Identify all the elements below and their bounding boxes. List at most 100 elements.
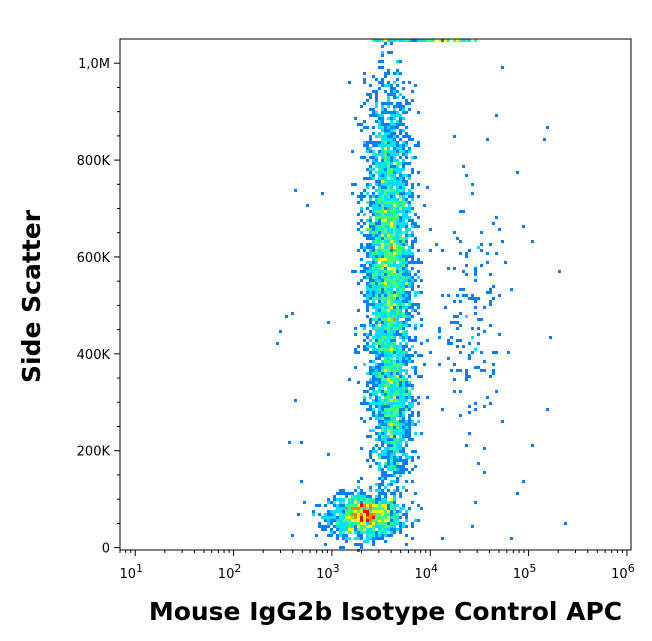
data-point [360, 207, 363, 210]
data-point [411, 480, 414, 483]
data-point [375, 357, 378, 360]
data-point [396, 384, 399, 387]
data-point [429, 228, 432, 231]
data-point [318, 522, 321, 525]
data-point [393, 159, 396, 162]
data-point [417, 402, 420, 405]
data-point [462, 39, 465, 42]
data-point [384, 132, 387, 135]
data-point [372, 381, 375, 384]
data-point [387, 483, 390, 486]
data-point [402, 363, 405, 366]
data-point [399, 273, 402, 276]
data-point [396, 297, 399, 300]
data-point [396, 486, 399, 489]
data-point [399, 264, 402, 267]
data-point [390, 465, 393, 468]
data-point [393, 273, 396, 276]
data-point [402, 153, 405, 156]
data-point [369, 408, 372, 411]
data-point [405, 135, 408, 138]
data-point [381, 372, 384, 375]
data-point [387, 327, 390, 330]
data-point [408, 306, 411, 309]
data-point [405, 183, 408, 186]
data-point [381, 417, 384, 420]
data-point [384, 516, 387, 519]
data-point [366, 246, 369, 249]
data-point [381, 519, 384, 522]
data-point [366, 255, 369, 258]
data-point [369, 201, 372, 204]
data-point [411, 276, 414, 279]
data-point [393, 39, 396, 42]
data-point [396, 141, 399, 144]
data-point [390, 84, 393, 87]
data-point [384, 264, 387, 267]
data-point [402, 87, 405, 90]
data-point [453, 390, 456, 393]
data-point [396, 183, 399, 186]
data-point [369, 516, 372, 519]
data-point [405, 273, 408, 276]
data-point [369, 450, 372, 453]
data-point [465, 174, 468, 177]
data-point [384, 393, 387, 396]
data-point [378, 234, 381, 237]
data-point [396, 192, 399, 195]
data-point [396, 279, 399, 282]
data-point [360, 258, 363, 261]
data-point [363, 141, 366, 144]
data-point [399, 381, 402, 384]
data-point [393, 267, 396, 270]
data-point [387, 447, 390, 450]
data-point [366, 282, 369, 285]
data-point [396, 288, 399, 291]
data-point [408, 315, 411, 318]
data-point [363, 345, 366, 348]
data-point [387, 207, 390, 210]
data-point [402, 192, 405, 195]
data-point [393, 213, 396, 216]
data-point [408, 300, 411, 303]
data-point [372, 282, 375, 285]
data-point [375, 135, 378, 138]
data-point [360, 156, 363, 159]
data-point [360, 195, 363, 198]
data-point [399, 222, 402, 225]
data-point [492, 222, 495, 225]
data-point [357, 213, 360, 216]
data-point [411, 306, 414, 309]
data-point [396, 504, 399, 507]
data-point [372, 252, 375, 255]
data-point [390, 300, 393, 303]
data-point [339, 519, 342, 522]
data-point [474, 306, 477, 309]
data-point [336, 519, 339, 522]
data-point [387, 414, 390, 417]
data-point [411, 207, 414, 210]
data-point [393, 495, 396, 498]
data-point [387, 123, 390, 126]
data-point [378, 297, 381, 300]
data-point [408, 405, 411, 408]
data-point [369, 165, 372, 168]
data-point [408, 249, 411, 252]
data-point [396, 522, 399, 525]
data-point [387, 387, 390, 390]
data-point [375, 309, 378, 312]
data-point [441, 537, 444, 540]
data-point [411, 219, 414, 222]
data-point [333, 504, 336, 507]
data-point [363, 78, 366, 81]
data-point [363, 519, 366, 522]
data-point [399, 297, 402, 300]
data-point [390, 183, 393, 186]
data-point [390, 303, 393, 306]
data-point [393, 258, 396, 261]
data-point [417, 171, 420, 174]
data-point [390, 282, 393, 285]
data-point [405, 453, 408, 456]
data-point [402, 276, 405, 279]
data-point [396, 393, 399, 396]
